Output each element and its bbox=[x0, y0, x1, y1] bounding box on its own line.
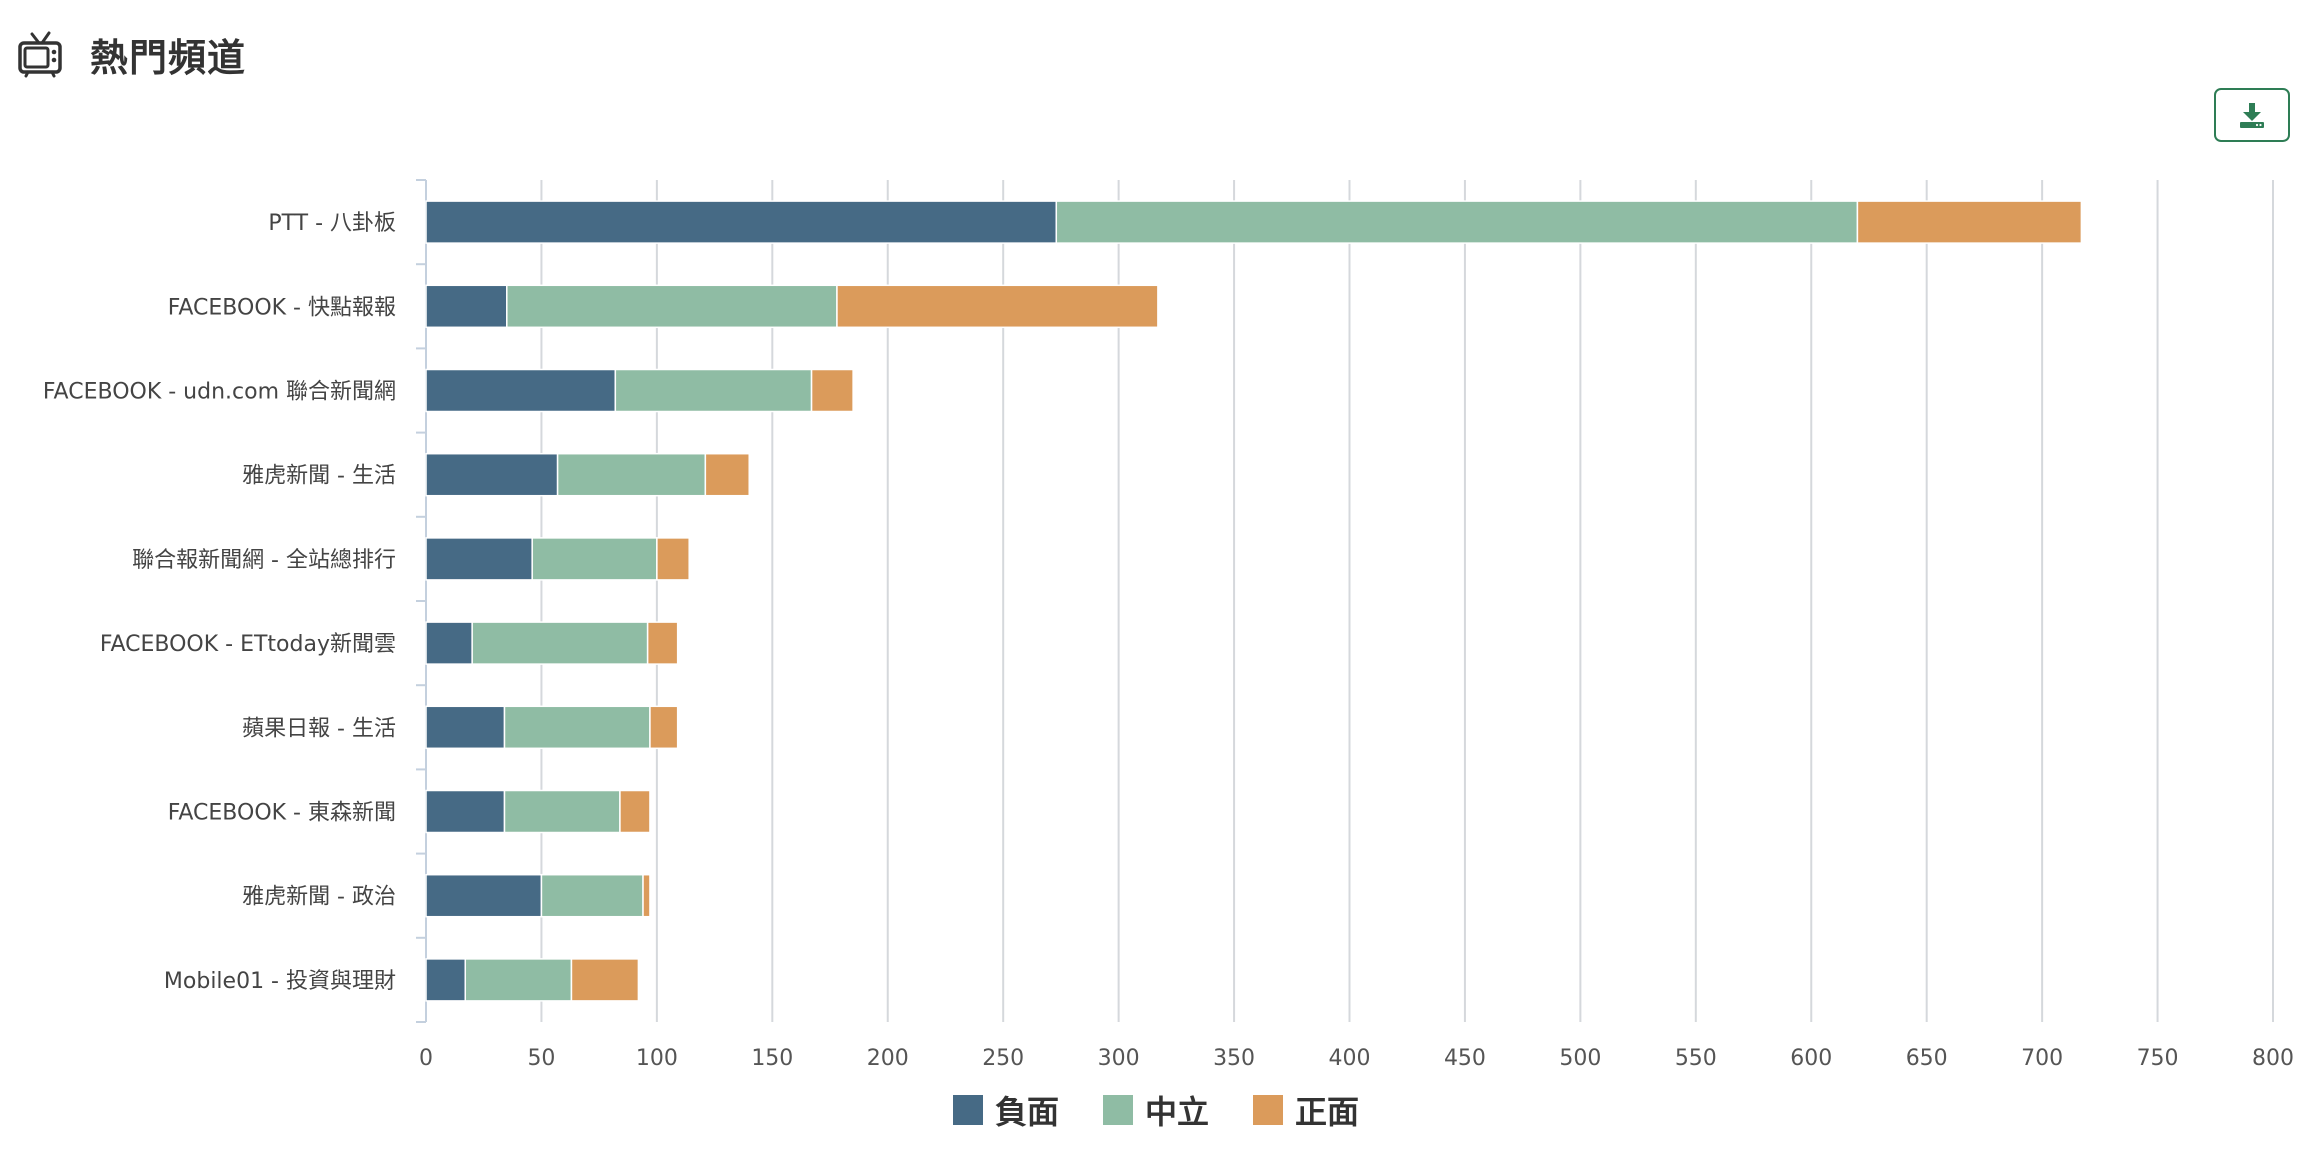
bar-segment-1-row-10[interactable] bbox=[425, 958, 466, 1002]
chart-legend: 負面 中立 正面 bbox=[0, 1088, 2312, 1132]
download-button[interactable] bbox=[2214, 88, 2290, 142]
bar-segment-1-row-8[interactable] bbox=[425, 789, 506, 834]
x-tick-label: 400 bbox=[1329, 1046, 1371, 1071]
x-tick-label: 600 bbox=[1790, 1046, 1832, 1071]
download-icon bbox=[2240, 103, 2264, 128]
legend-label: 正面 bbox=[1295, 1093, 1360, 1131]
stacked-bar-chart: 0 50 100 150 200 250 300 350 400 450 500 550 600 650 7… bbox=[43, 179, 2294, 1071]
x-tick-label: 200 bbox=[867, 1046, 909, 1071]
bar-segment-1-row-9[interactable] bbox=[425, 873, 543, 918]
x-tick-label: 800 bbox=[2252, 1046, 2294, 1071]
category-label: 蘋果日報 - 生活 bbox=[242, 716, 396, 741]
bar-segment-2-row-3[interactable] bbox=[614, 368, 813, 413]
bar-segment-1-row-5[interactable] bbox=[425, 537, 533, 581]
bar-segment-2-row-9[interactable] bbox=[540, 873, 644, 918]
bar-segment-3-row-2[interactable] bbox=[836, 284, 1159, 329]
category-label: FACEBOOK - 東森新聞 bbox=[168, 801, 396, 826]
x-tick-label: 550 bbox=[1675, 1046, 1717, 1071]
category-label: 聯合報新聞網 - 全站總排行 bbox=[132, 548, 396, 573]
x-tick-label: 100 bbox=[636, 1046, 678, 1071]
bar-segment-3-row-5[interactable] bbox=[656, 537, 690, 581]
bar-segment-1-row-6[interactable] bbox=[425, 621, 473, 665]
bar-segment-3-row-7[interactable] bbox=[649, 705, 679, 750]
bar-segment-3-row-3[interactable] bbox=[810, 368, 854, 413]
category-label: FACEBOOK - 快點報報 bbox=[168, 295, 396, 320]
bar-segment-3-row-1[interactable] bbox=[1856, 200, 2083, 244]
legend-label: 負面 bbox=[994, 1093, 1059, 1131]
bar-segment-3-row-8[interactable] bbox=[619, 789, 651, 834]
category-label: FACEBOOK - ETtoday新聞雲 bbox=[100, 632, 396, 657]
bar-segment-3-row-6[interactable] bbox=[646, 621, 679, 665]
legend-label: 中立 bbox=[1144, 1093, 1209, 1131]
category-label: 雅虎新聞 - 政治 bbox=[242, 885, 396, 910]
x-tick-label: 450 bbox=[1444, 1046, 1486, 1071]
x-tick-label: 50 bbox=[527, 1046, 555, 1071]
legend-swatch bbox=[1102, 1095, 1133, 1125]
bar-segment-1-row-4[interactable] bbox=[425, 452, 559, 497]
x-tick-label: 650 bbox=[1906, 1046, 1948, 1071]
bar-segment-2-row-5[interactable] bbox=[531, 537, 658, 581]
bar-segment-2-row-10[interactable] bbox=[464, 958, 573, 1002]
bar-segment-3-row-4[interactable] bbox=[704, 452, 750, 497]
legend-swatch bbox=[1253, 1095, 1283, 1125]
x-tick-label: 150 bbox=[751, 1046, 793, 1071]
category-label: PTT - 八卦板 bbox=[268, 211, 396, 236]
x-tick-label: 500 bbox=[1559, 1046, 1601, 1071]
bar-segment-2-row-7[interactable] bbox=[503, 705, 651, 750]
tv-icon bbox=[18, 31, 62, 78]
bar-segment-1-row-7[interactable] bbox=[425, 705, 506, 750]
x-tick-label: 300 bbox=[1098, 1046, 1140, 1071]
bar-segment-2-row-2[interactable] bbox=[506, 284, 838, 329]
legend-item-2[interactable]: 中立 bbox=[1102, 1087, 1209, 1133]
legend-item-3[interactable]: 正面 bbox=[1253, 1087, 1359, 1133]
header: 熱門頻道 bbox=[16, 26, 246, 82]
x-tick-label: 350 bbox=[1213, 1046, 1255, 1071]
bar-segment-3-row-9[interactable] bbox=[642, 873, 651, 918]
category-label: Mobile01 - 投資與理財 bbox=[164, 969, 396, 994]
x-tick-label: 250 bbox=[982, 1046, 1024, 1071]
bar-segment-2-row-6[interactable] bbox=[471, 621, 649, 665]
bar-segment-1-row-1[interactable] bbox=[425, 200, 1058, 244]
category-label: 雅虎新聞 - 生活 bbox=[242, 464, 396, 489]
bar-segment-3-row-10[interactable] bbox=[570, 958, 640, 1002]
category-label: FACEBOOK - udn.com 聯合新聞網 bbox=[43, 380, 396, 405]
x-tick-label: 0 bbox=[419, 1046, 433, 1071]
bar-segment-1-row-2[interactable] bbox=[425, 284, 508, 329]
bar-segment-2-row-4[interactable] bbox=[556, 452, 707, 497]
x-tick-label: 700 bbox=[2021, 1046, 2063, 1071]
bar-segment-2-row-8[interactable] bbox=[503, 789, 621, 834]
page-title: 熱門頻道 bbox=[90, 35, 247, 80]
bar-segment-1-row-3[interactable] bbox=[425, 368, 617, 413]
legend-swatch bbox=[952, 1095, 983, 1125]
x-tick-label: 750 bbox=[2137, 1046, 2179, 1071]
bar-segment-2-row-1[interactable] bbox=[1055, 200, 1859, 244]
legend-item-1[interactable]: 負面 bbox=[952, 1087, 1059, 1133]
